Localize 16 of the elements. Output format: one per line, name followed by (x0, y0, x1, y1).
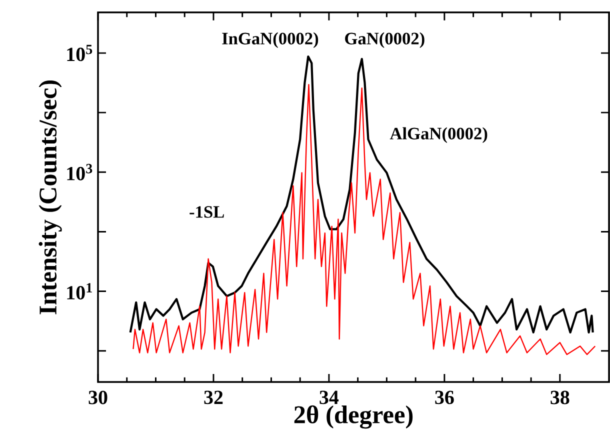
x-tick-label: 38 (550, 390, 570, 404)
annotation: GaN(0002) (345, 32, 424, 48)
x-tick-label: 36 (435, 390, 454, 404)
y-tick-label: 10$^{3}$ (67, 164, 92, 180)
y-tick-label: 10$^{1}$ (67, 283, 92, 300)
x-tick-label: 32 (204, 390, 223, 404)
x-axis-title: 2θ (degree) (294, 405, 413, 429)
x-tick-label: 34 (320, 390, 339, 404)
y-tick-label: 10$^{5}$ (67, 44, 92, 62)
x-tick-label: 30 (88, 390, 108, 404)
annotation: InGaN(0002) (222, 32, 318, 48)
annotation: -1SL (190, 206, 224, 218)
annotation: AlGaN(0002) (390, 127, 488, 143)
y-axis-title: Intensity (Counts/sec) (38, 80, 62, 314)
line-series (132, 84, 596, 356)
line-series (129, 55, 594, 334)
